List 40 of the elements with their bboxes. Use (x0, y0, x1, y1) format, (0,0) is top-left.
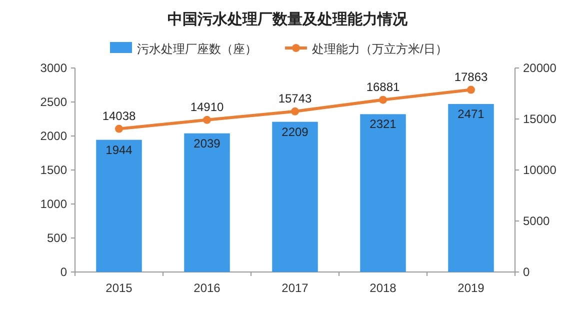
y-tick-label: 2500 (40, 95, 68, 109)
point (203, 116, 211, 124)
bar (96, 140, 142, 272)
data-label: 14910 (190, 100, 224, 114)
point (379, 96, 387, 104)
data-label: 16881 (366, 80, 400, 94)
data-label: 14038 (102, 108, 136, 123)
y-tick-label: 0 (60, 265, 68, 279)
y2-tick-label: 10000 (523, 163, 557, 177)
x-tick-label: 2019 (458, 281, 485, 295)
x-tick-label: 2016 (194, 281, 221, 295)
x-tick-label: 2017 (282, 281, 309, 295)
x-tick-label: 2018 (370, 281, 397, 295)
y-tick-label: 500 (46, 231, 68, 245)
point (291, 107, 299, 116)
bar (184, 133, 230, 272)
data-label: 15743 (278, 91, 312, 106)
point (467, 86, 475, 94)
y-tick-label: 3000 (40, 61, 68, 75)
data-label: 2209 (282, 124, 309, 139)
x-tick-label: 2015 (106, 281, 133, 295)
data-label: 2471 (458, 106, 485, 121)
y2-tick-label: 15000 (523, 112, 557, 126)
data-label: 2039 (194, 136, 221, 150)
y-tick-label: 1000 (40, 197, 68, 211)
y2-tick-label: 0 (523, 265, 530, 279)
data-label: 1944 (106, 142, 133, 157)
legend-label: 处理能力（万立方米/日） (312, 42, 448, 56)
point (115, 124, 123, 133)
y2-tick-label: 5000 (523, 214, 550, 228)
bar (448, 104, 494, 272)
legend-label: 污水处理厂座数（座） (137, 42, 257, 56)
y-tick-label: 2000 (40, 129, 68, 143)
y-tick-label: 1500 (40, 163, 68, 177)
chart-title: 中国污水处理厂数量及处理能力情况 (168, 11, 408, 28)
bar (272, 122, 318, 272)
data-label: 17863 (454, 70, 488, 84)
y2-tick-label: 20000 (523, 61, 557, 75)
data-label: 2321 (370, 117, 397, 132)
bar (360, 114, 406, 272)
